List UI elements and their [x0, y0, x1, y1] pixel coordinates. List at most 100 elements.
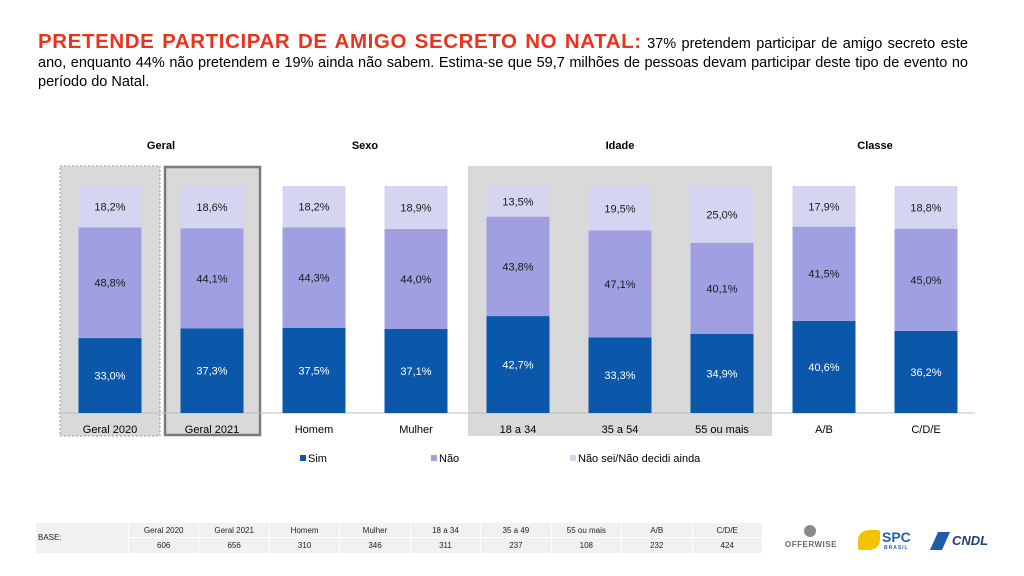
base-value-cell: 656 — [198, 538, 268, 553]
spc-swoosh-icon — [858, 530, 880, 550]
category-label: 18 a 34 — [500, 424, 537, 436]
bar-segment — [792, 226, 856, 321]
base-header-cell: C/D/E — [691, 523, 762, 537]
cndl-logo: CNDL — [930, 530, 994, 552]
base-header-cell: 55 ou mais — [550, 523, 621, 537]
headline-title: PRETENDE PARTICIPAR DE AMIGO SECRETO NO … — [38, 30, 642, 53]
data-label: 45,0% — [910, 275, 941, 287]
bar-segment — [384, 186, 448, 229]
data-label: 43,8% — [502, 261, 533, 273]
category-label: Homem — [295, 424, 334, 436]
base-header-row: Geral 2020 Geral 2021 Homem Mulher 18 a … — [128, 523, 762, 538]
bar-segment — [486, 216, 550, 317]
bar-segment — [78, 338, 142, 413]
base-value-cell: 346 — [339, 538, 409, 553]
bar-segment — [690, 242, 754, 334]
data-label: 18,6% — [196, 202, 227, 214]
base-value-cell: 311 — [409, 538, 480, 553]
data-label: 41,5% — [808, 269, 839, 281]
legend-swatch — [570, 455, 576, 461]
bar-segment — [792, 320, 856, 413]
base-value-cell: 424 — [691, 538, 762, 553]
data-label: 18,2% — [298, 202, 329, 214]
headline-text: 37% pretendem participar de amigo secret… — [38, 36, 968, 90]
base-header-cell: 18 a 34 — [409, 523, 480, 537]
bar-segment — [588, 230, 652, 338]
base-value-cell: 606 — [128, 538, 198, 553]
data-label: 18,2% — [94, 202, 125, 214]
offerwise-logo-text: OFFERWISE — [785, 540, 837, 549]
base-header-cell: Mulher — [339, 523, 409, 537]
data-label: 33,0% — [94, 371, 125, 383]
base-value-cell: 232 — [621, 538, 691, 553]
data-label: 33,3% — [604, 370, 635, 382]
headline: PRETENDE PARTICIPAR DE AMIGO SECRETO NO … — [38, 30, 968, 92]
bar-segment — [282, 186, 346, 228]
bar-segment — [282, 327, 346, 413]
spc-logo-text: SPC — [882, 529, 911, 545]
legend-swatch — [431, 455, 437, 461]
spc-logo-subtext: BRASIL — [884, 545, 909, 551]
bar-segment — [486, 316, 550, 413]
base-label: BASE: — [38, 533, 62, 542]
base-table: BASE: Geral 2020 Geral 2021 Homem Mulher… — [36, 523, 762, 553]
data-label: 37,3% — [196, 366, 227, 378]
offerwise-logo: OFFERWISE — [780, 525, 842, 555]
bar-segment — [180, 328, 244, 413]
base-value-cell: 310 — [268, 538, 339, 553]
bar-segment — [588, 337, 652, 413]
group-title: Geral — [147, 140, 175, 152]
data-label: 17,9% — [808, 201, 839, 213]
group-title: Classe — [857, 140, 892, 152]
bar-segment — [180, 228, 244, 329]
data-label: 25,0% — [706, 209, 737, 221]
data-label: 47,1% — [604, 279, 635, 291]
data-label: 36,2% — [910, 367, 941, 379]
group-title: Sexo — [352, 140, 379, 152]
bar-segment — [792, 186, 856, 227]
cndl-logo-text: CNDL — [952, 533, 989, 548]
category-label: Mulher — [399, 424, 433, 436]
base-header-cell: A/B — [621, 523, 691, 537]
bar-segment — [894, 186, 958, 229]
category-label: C/D/E — [911, 424, 940, 436]
data-label: 40,6% — [808, 362, 839, 374]
data-label: 40,1% — [706, 283, 737, 295]
bar-segment — [690, 186, 754, 243]
data-label: 34,9% — [706, 368, 737, 380]
base-value-cell: 108 — [550, 538, 621, 553]
data-label: 48,8% — [94, 278, 125, 290]
category-label: Geral 2020 — [83, 424, 137, 436]
bar-segment — [894, 228, 958, 331]
bar-segment — [384, 328, 448, 413]
base-header-cell: Geral 2021 — [198, 523, 268, 537]
legend-label: Não sei/Não decidi ainda — [578, 453, 701, 465]
data-label: 18,9% — [400, 202, 431, 214]
base-header-cell: 35 a 49 — [480, 523, 550, 537]
bar-segment — [894, 330, 958, 413]
base-value-row: 606 656 310 346 311 237 108 232 424 — [128, 538, 762, 553]
spc-brasil-logo: SPC BRASIL — [858, 528, 916, 554]
bar-segment — [486, 186, 550, 217]
category-label: 55 ou mais — [695, 424, 749, 436]
data-label: 13,5% — [502, 196, 533, 208]
legend-label: Não — [439, 453, 459, 465]
category-label: A/B — [815, 424, 833, 436]
legend-label: Sim — [308, 453, 327, 465]
data-label: 42,7% — [502, 360, 533, 372]
base-header-cell: Homem — [268, 523, 339, 537]
bar-segment — [282, 227, 346, 328]
bar-segment — [690, 333, 754, 413]
data-label: 44,0% — [400, 274, 431, 286]
bar-segment — [78, 186, 142, 228]
bar-segment — [588, 186, 652, 231]
bar-segment — [180, 186, 244, 229]
base-header-cell: Geral 2020 — [128, 523, 198, 537]
data-label: 44,1% — [196, 273, 227, 285]
data-label: 37,5% — [298, 365, 329, 377]
bar-segment — [78, 227, 142, 339]
data-label: 44,3% — [298, 273, 329, 285]
legend-swatch — [300, 455, 306, 461]
data-label: 37,1% — [400, 366, 431, 378]
